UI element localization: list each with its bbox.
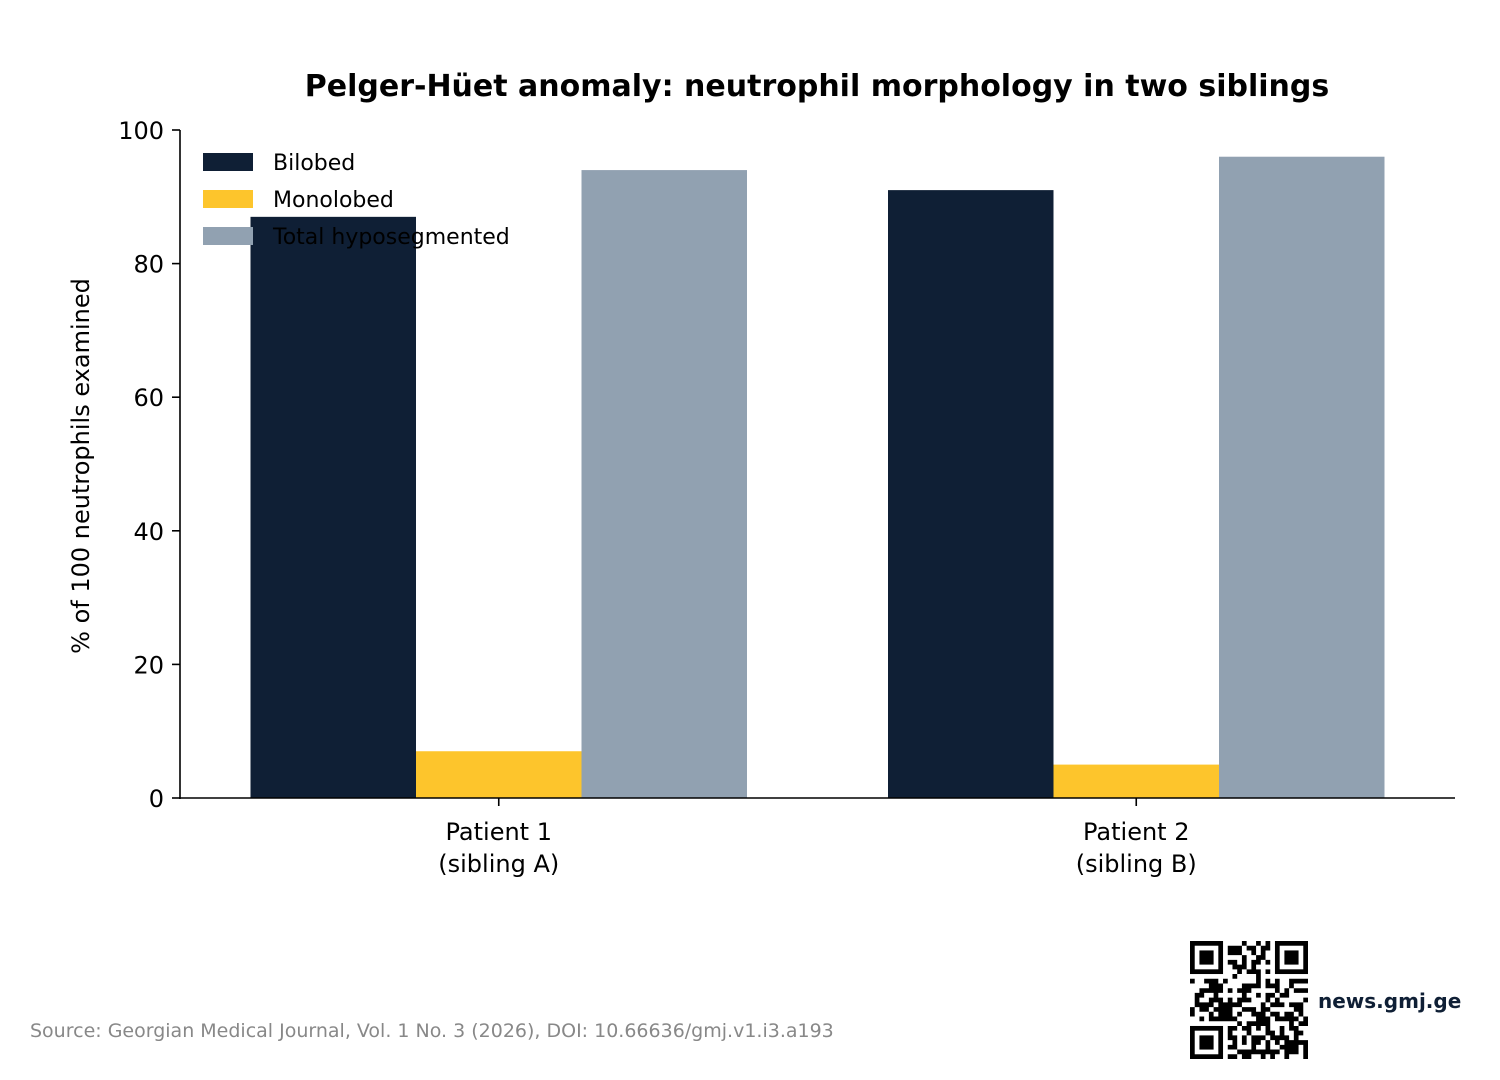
y-axis-label: % of 100 neutrophils examined	[67, 278, 95, 654]
x-tick-label: (sibling A)	[438, 850, 559, 878]
x-tick-label: Patient 2	[1083, 818, 1189, 846]
x-tick-label: Patient 1	[446, 818, 552, 846]
y-axis: 0 20 40 60 80 100	[118, 117, 181, 813]
legend: Bilobed Monolobed Total hyposegmented	[203, 151, 510, 250]
y-tick-label: 40	[133, 518, 164, 546]
y-tick-label: 0	[149, 785, 164, 813]
bars-group	[250, 156, 1385, 799]
chart-title: Pelger-Hüet anomaly: neutrophil morpholo…	[305, 69, 1329, 104]
legend-swatch-monolobed	[203, 190, 253, 208]
bar-monolobed-1	[416, 751, 582, 798]
legend-label-bilobed: Bilobed	[273, 151, 355, 176]
qr-code-icon	[1190, 941, 1308, 1059]
y-tick-label: 60	[133, 384, 164, 412]
legend-swatch-total-hyposegmented	[203, 227, 253, 245]
bar-total-hyposegmented-2	[1219, 156, 1385, 799]
bar-monolobed-2	[1053, 764, 1219, 798]
source-citation: Source: Georgian Medical Journal, Vol. 1…	[30, 1020, 834, 1042]
bar-bilobed-1	[250, 216, 416, 799]
legend-swatch-bilobed	[203, 153, 253, 171]
y-tick-label: 80	[133, 251, 164, 279]
legend-label-monolobed: Monolobed	[273, 188, 394, 213]
x-axis: Patient 1 (sibling A) Patient 2 (sibling B)	[179, 797, 1455, 878]
brand-link[interactable]: news.gmj.ge	[1318, 989, 1461, 1013]
legend-label-total-hyposegmented: Total hyposegmented	[272, 225, 510, 250]
bar-total-hyposegmented-1	[581, 170, 747, 798]
x-tick-label: (sibling B)	[1076, 850, 1197, 878]
bar-bilobed-2	[888, 190, 1054, 798]
y-tick-label: 100	[118, 117, 164, 145]
y-tick-label: 20	[133, 651, 164, 679]
